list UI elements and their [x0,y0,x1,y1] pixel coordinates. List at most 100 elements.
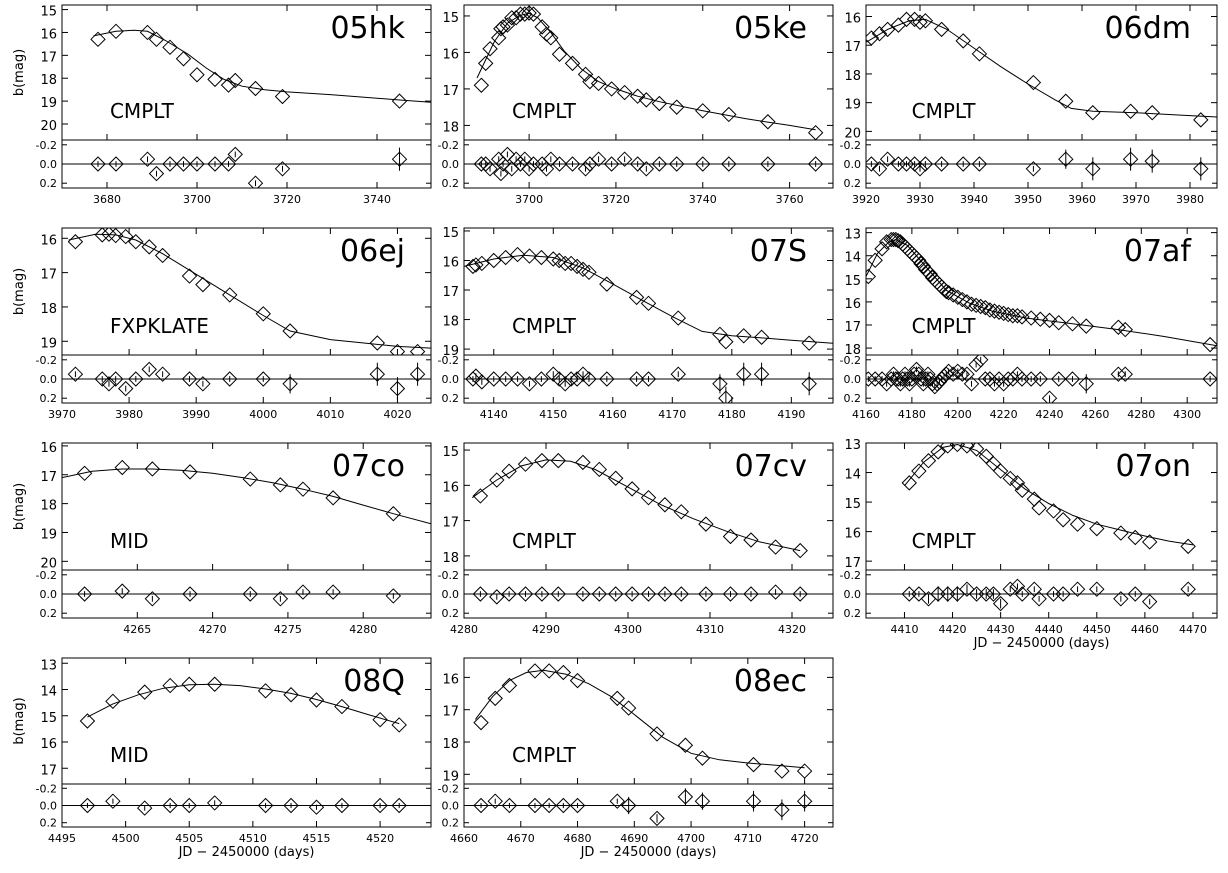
residual-point [745,793,762,809]
residual-point [792,586,808,602]
resid-tick-label: 0.0 [844,588,862,601]
data-point [220,77,237,93]
y-tick-label: 17 [844,320,861,335]
x-tick-label: 3720 [602,193,630,206]
x-tick-label: 4010 [316,408,344,421]
data-point [486,252,502,269]
data-point [527,663,543,679]
data-point [521,248,538,264]
data-point [629,88,646,104]
fit-class-label: CMPLT [512,99,577,123]
sn-name-label: 06ej [340,234,405,269]
x-tick-label: 4320 [778,623,806,636]
residual-point [959,581,975,597]
resid-tick-label: 0.2 [844,177,862,190]
data-point [945,287,961,303]
residual-point [274,161,291,177]
x-tick-label: 4265 [123,623,151,636]
resid-tick-label: 0.2 [442,392,460,405]
data-point [866,268,877,285]
residual-point [801,376,817,392]
residual-point [1180,581,1196,597]
residual-point [182,586,198,602]
data-point [473,77,490,93]
residual-point [629,156,646,172]
y-tick-label: 16 [40,441,57,456]
data-point [491,30,507,46]
resid-tick-label: 0.2 [40,817,58,830]
x-tick-label: 3720 [273,193,301,206]
data-point [657,497,673,513]
x-tick-label: 4690 [620,832,648,845]
data-point [624,481,640,497]
resid-tick-label: -0.2 [840,354,861,367]
x-tick-label: 4300 [614,623,642,636]
x-tick-label: 3990 [182,408,210,421]
data-point [1144,105,1160,121]
data-point [1085,105,1101,121]
y-tick-label: 13 [40,658,57,673]
residual-point [543,151,559,167]
x-tick-label: 4160 [852,408,880,421]
residual-point [677,789,694,805]
template-fit-curve [87,683,400,725]
data-point [409,343,426,355]
residual-point [272,591,289,607]
sn-name-label: 07S [750,234,807,269]
data-point [487,690,503,707]
data-point [933,21,950,38]
y-tick-label: 18 [844,343,861,358]
data-point [1069,516,1086,532]
x-tick-label: 4020 [383,408,411,421]
residual-point [501,797,518,814]
fit-class-label: FXPKLATE [110,314,209,338]
data-point [509,246,526,263]
residual-point [722,586,739,602]
x-axis-label: JD − 2450000 (days) [580,845,717,860]
data-point [508,10,524,26]
residual-point [591,586,608,602]
data-point [912,14,928,30]
residual-point [985,586,1002,602]
residual-point [162,797,178,814]
x-tick-label: 4670 [507,832,535,845]
y-tick-label: 15 [844,497,861,512]
data-point [1025,74,1042,91]
x-tick-label: 4470 [1179,623,1207,636]
data-point [575,454,591,471]
data-point [1141,534,1158,550]
y-tick-label: 18 [40,73,57,88]
y-tick-label: 16 [442,47,459,62]
y-tick-label: 17 [844,40,861,55]
residual-point [721,156,737,172]
data-point [995,305,1012,322]
fit-class-label: MID [110,529,149,553]
residual-point [1113,591,1129,607]
data-point [499,17,516,33]
sn-name-label: 08ec [734,664,807,699]
residual-point [551,156,568,172]
data-point [906,11,923,28]
data-point [971,46,988,62]
y-tick-label: 19 [844,98,861,113]
y-tick-label: 15 [844,274,861,289]
y-tick-label: 17 [40,50,57,65]
residual-point [640,586,657,602]
y-tick-label: 17 [442,285,459,300]
x-tick-label: 4140 [480,408,508,421]
data-point [162,39,178,56]
data-point [1180,538,1196,555]
data-point [391,717,407,733]
fit-class-label: CMPLT [912,99,977,123]
data-point [577,66,594,83]
data-point [162,677,178,694]
data-point [949,443,966,453]
data-point [607,470,624,486]
panel-07on: 4410 4420 4430 4440 4450 4460 4470 13 14 15 16 17-0… [840,438,1218,651]
sn-name-label: 05ke [734,11,807,46]
residual-point [657,586,673,602]
panel-08Q: 4495 4500 4505 4510 4515 4520 13 14 15 16 17 -0.2 0.… [12,657,432,860]
data-point [807,124,824,140]
resid-tick-label: -0.2 [36,569,57,582]
data-point [557,255,573,272]
